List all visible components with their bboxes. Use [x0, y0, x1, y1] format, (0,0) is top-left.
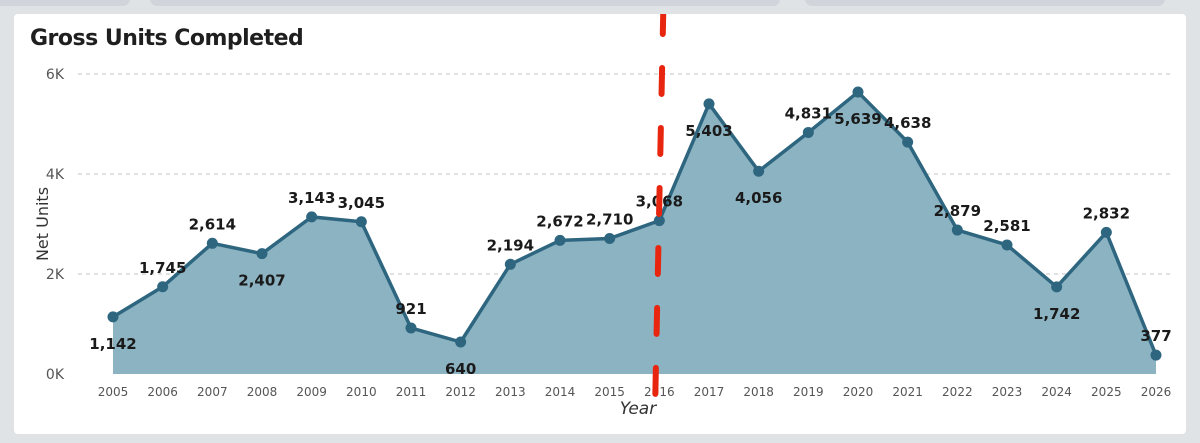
data-point — [554, 234, 566, 246]
x-tick-label: 2011 — [396, 385, 427, 399]
data-point — [852, 86, 864, 98]
data-label: 1,745 — [139, 259, 186, 277]
data-label: 2,614 — [189, 215, 236, 233]
top-strip — [0, 0, 1200, 12]
x-tick-label: 2023 — [992, 385, 1023, 399]
x-tick-label: 2013 — [495, 385, 526, 399]
data-label: 2,407 — [238, 272, 285, 290]
data-point — [753, 165, 765, 177]
series-line — [112, 90, 1158, 356]
data-point — [1001, 239, 1013, 251]
data-point — [951, 224, 963, 236]
data-point — [355, 216, 367, 228]
data-point — [306, 211, 318, 223]
data-point — [653, 215, 665, 227]
x-tick-label: 2024 — [1041, 385, 1072, 399]
x-tick-label: 2005 — [98, 385, 129, 399]
y-tick-label: 6K — [46, 67, 65, 83]
data-point — [1150, 349, 1162, 361]
data-label: 2,581 — [983, 217, 1030, 235]
x-tick-label: 2017 — [694, 385, 725, 399]
data-point — [802, 126, 814, 138]
data-point — [107, 311, 119, 323]
tab-middle[interactable] — [150, 0, 780, 6]
data-point — [405, 322, 417, 334]
data-label: 2,672 — [536, 212, 583, 230]
data-label: 5,403 — [685, 122, 732, 140]
data-label: 4,638 — [884, 114, 931, 132]
y-axis-title: Net Units — [33, 187, 52, 261]
area-fill — [113, 92, 1156, 375]
data-point — [1051, 281, 1063, 293]
chart-card: Gross Units Completed 0K 2K 4K 6K 2005 2006 20… — [14, 14, 1186, 434]
x-tick-label: 2025 — [1091, 385, 1122, 399]
x-tick-label: 2016 — [644, 385, 675, 399]
data-point — [604, 233, 616, 244]
x-tick-label: 2019 — [793, 385, 824, 399]
data-label: 3,143 — [288, 189, 335, 207]
data-point — [256, 248, 268, 260]
y-tick-label: 4K — [46, 167, 65, 183]
data-label: 2,832 — [1083, 204, 1130, 222]
data-point — [206, 237, 218, 249]
data-point — [1100, 226, 1112, 238]
x-tick-label: 2006 — [147, 385, 178, 399]
x-axis-title: Year — [620, 399, 657, 419]
data-label: 2,194 — [487, 236, 534, 254]
x-tick-label: 2010 — [346, 385, 377, 399]
data-label: 2,879 — [934, 202, 981, 220]
chart-title: Gross Units Completed — [30, 26, 304, 51]
x-tick-label: 2009 — [296, 385, 327, 399]
x-tick-label: 2022 — [942, 385, 973, 399]
x-tick-label: 2014 — [545, 385, 576, 399]
x-tick-label: 2026 — [1141, 385, 1172, 399]
data-point — [703, 98, 715, 110]
x-tick-label: 2018 — [743, 385, 774, 399]
x-tick-label: 2021 — [892, 385, 923, 399]
data-label: 4,056 — [735, 189, 782, 207]
x-tick-label: 2012 — [445, 385, 476, 399]
data-point — [902, 136, 914, 148]
y-tick-label: 0K — [46, 367, 65, 383]
data-label: 3,045 — [338, 194, 385, 212]
x-tick-label: 2008 — [247, 385, 278, 399]
data-label: 1,742 — [1033, 305, 1080, 323]
area-chart: 0K 2K 4K 6K 2005 2006 2007 2008 2009 2010 2011 2012… — [33, 14, 1174, 419]
x-tick-label: 2015 — [594, 385, 625, 399]
data-label: 2,710 — [586, 211, 633, 229]
y-tick-label: 2K — [46, 267, 65, 283]
x-tick-label: 2020 — [843, 385, 874, 399]
data-point — [504, 258, 516, 270]
data-label: 5,639 — [834, 110, 881, 128]
data-label: 4,831 — [785, 104, 832, 122]
data-label: 640 — [445, 360, 476, 378]
data-point — [455, 336, 467, 348]
x-tick-label: 2007 — [197, 385, 228, 399]
data-label: 1,142 — [89, 335, 136, 353]
tab-left[interactable] — [0, 0, 130, 6]
annotation-dashed-line — [652, 14, 667, 397]
data-label: 921 — [395, 300, 426, 318]
data-point — [157, 281, 169, 293]
data-label: 377 — [1140, 327, 1171, 345]
tab-right[interactable] — [805, 0, 1165, 6]
